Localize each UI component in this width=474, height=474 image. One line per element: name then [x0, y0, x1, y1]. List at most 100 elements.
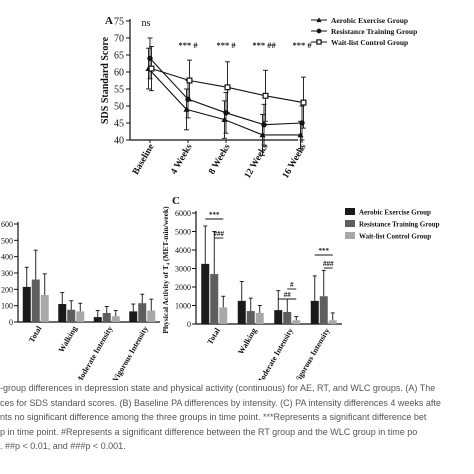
data-point — [300, 99, 307, 106]
bar — [274, 310, 283, 324]
y-tick-label: 500 — [1, 236, 13, 245]
y-tick-label: 65 — [114, 51, 124, 62]
legend-label: Aerobic Exercise Group — [331, 16, 408, 25]
data-point — [224, 84, 231, 91]
x-tick-label: Moderate Intensity — [74, 325, 115, 381]
panel-a-letter: A — [105, 15, 113, 27]
legend-label: Resistance Training Group — [359, 221, 440, 229]
bar — [40, 295, 49, 322]
x-tick-label: Walking — [57, 325, 79, 355]
data-point — [148, 65, 155, 72]
y-tick-label: 0 — [9, 318, 13, 327]
data-point — [261, 122, 267, 128]
y-tick-label: 55 — [114, 85, 124, 96]
bar — [328, 320, 337, 324]
y-axis-label: SDS Standard Score — [100, 36, 111, 124]
legend-label: Resistance Training Group — [331, 27, 417, 36]
bar — [147, 310, 156, 322]
legend-label: Wait-list Control Group — [331, 38, 408, 47]
bar — [201, 263, 210, 324]
caption-line: . ##p < 0.01, and ###p < 0.001. — [0, 441, 126, 451]
y-tick-label: 75 — [114, 17, 124, 28]
x-tick-label: 16 Weeks — [281, 142, 309, 180]
y-tick-label: 50 — [114, 102, 124, 113]
bar — [111, 316, 120, 322]
bar — [129, 311, 138, 322]
significance-label: *** — [319, 247, 330, 255]
y-tick-label: 6000 — [175, 209, 191, 218]
y-tick-label: 3000 — [175, 265, 191, 274]
y-tick-label: 1000 — [175, 302, 191, 311]
y-tick-label: 0 — [187, 320, 191, 329]
significance-label: *** # — [216, 40, 236, 50]
bar — [219, 307, 228, 324]
bar — [67, 309, 76, 322]
y-tick-label: 2000 — [175, 283, 191, 292]
significance-label: ## — [284, 291, 292, 299]
significance-label: *** # — [178, 40, 198, 50]
caption-line: ces for SDS standard scores. (B) Baselin… — [0, 397, 441, 408]
y-tick-label: 4000 — [175, 246, 191, 255]
caption-line: p in time point. #Represents a significa… — [0, 426, 418, 437]
legend-label: Wait-list Control Group — [359, 233, 431, 241]
legend-label: Aerobic Exercise Group — [359, 209, 431, 217]
x-tick-label: Baseline — [131, 143, 157, 177]
caption-line: -group differences in depression state a… — [0, 383, 436, 393]
significance-label: ### — [214, 230, 225, 238]
y-tick-label: 45 — [114, 119, 124, 130]
y-tick-label: 100 — [1, 302, 13, 311]
bar — [58, 304, 67, 322]
bar — [76, 311, 85, 322]
bar — [255, 312, 264, 324]
bar — [292, 320, 301, 324]
y-tick-label: 600 — [1, 220, 13, 229]
bar — [237, 300, 246, 324]
y-axis-label: Physical Activity of T₄ (MET-min/week) — [161, 206, 170, 334]
y-tick-label: 400 — [1, 253, 13, 262]
x-tick-label: Vigorous Intensity — [292, 327, 331, 381]
legend-marker — [316, 39, 322, 45]
bar — [310, 300, 319, 324]
y-tick-label: 300 — [1, 269, 13, 278]
caption-line: nts no significant difference among the … — [0, 412, 427, 422]
significance-label: # — [290, 281, 294, 289]
bar — [93, 317, 102, 322]
y-tick-label: 60 — [114, 68, 124, 79]
legend-marker — [316, 17, 322, 23]
x-tick-label: Total — [27, 324, 44, 344]
bar — [31, 279, 40, 322]
x-tick-label: Vigorous Intensity — [111, 325, 150, 381]
data-point — [262, 92, 269, 99]
x-tick-label: Moderate Intensity — [254, 327, 295, 381]
significance-label: *** ## — [252, 40, 276, 50]
x-tick-label: 8 Weeks — [207, 142, 232, 176]
bar — [138, 303, 147, 322]
significance-label: ### — [323, 260, 334, 268]
y-tick-label: 70 — [114, 34, 124, 45]
bar — [210, 274, 219, 324]
data-point — [186, 77, 193, 84]
x-tick-label: 4 Weeks — [169, 142, 194, 176]
figure-caption: -group differences in depression state a… — [0, 381, 474, 474]
panel-c-letter: C — [172, 195, 180, 207]
bar — [246, 311, 255, 324]
significance-label: *** # — [292, 40, 312, 50]
y-tick-label: 5000 — [175, 228, 191, 237]
x-tick-label: 12 Weeks — [243, 142, 271, 180]
legend-swatch — [345, 232, 355, 239]
y-tick-label: 200 — [1, 285, 13, 294]
x-tick-label: Total — [205, 326, 222, 346]
panel-b-bar-chart: 0 100 200 300 400 500 600 Total WalkingModerate … — [1, 220, 160, 380]
significance-label: *** — [209, 211, 220, 219]
bar — [319, 296, 328, 324]
y-tick-label: 40 — [114, 136, 124, 147]
significance-label: ns — [142, 18, 151, 29]
legend-swatch — [345, 208, 355, 215]
bar — [102, 313, 111, 322]
x-tick-label: Walking — [236, 327, 258, 357]
bar — [283, 311, 292, 324]
legend-swatch — [345, 220, 355, 227]
